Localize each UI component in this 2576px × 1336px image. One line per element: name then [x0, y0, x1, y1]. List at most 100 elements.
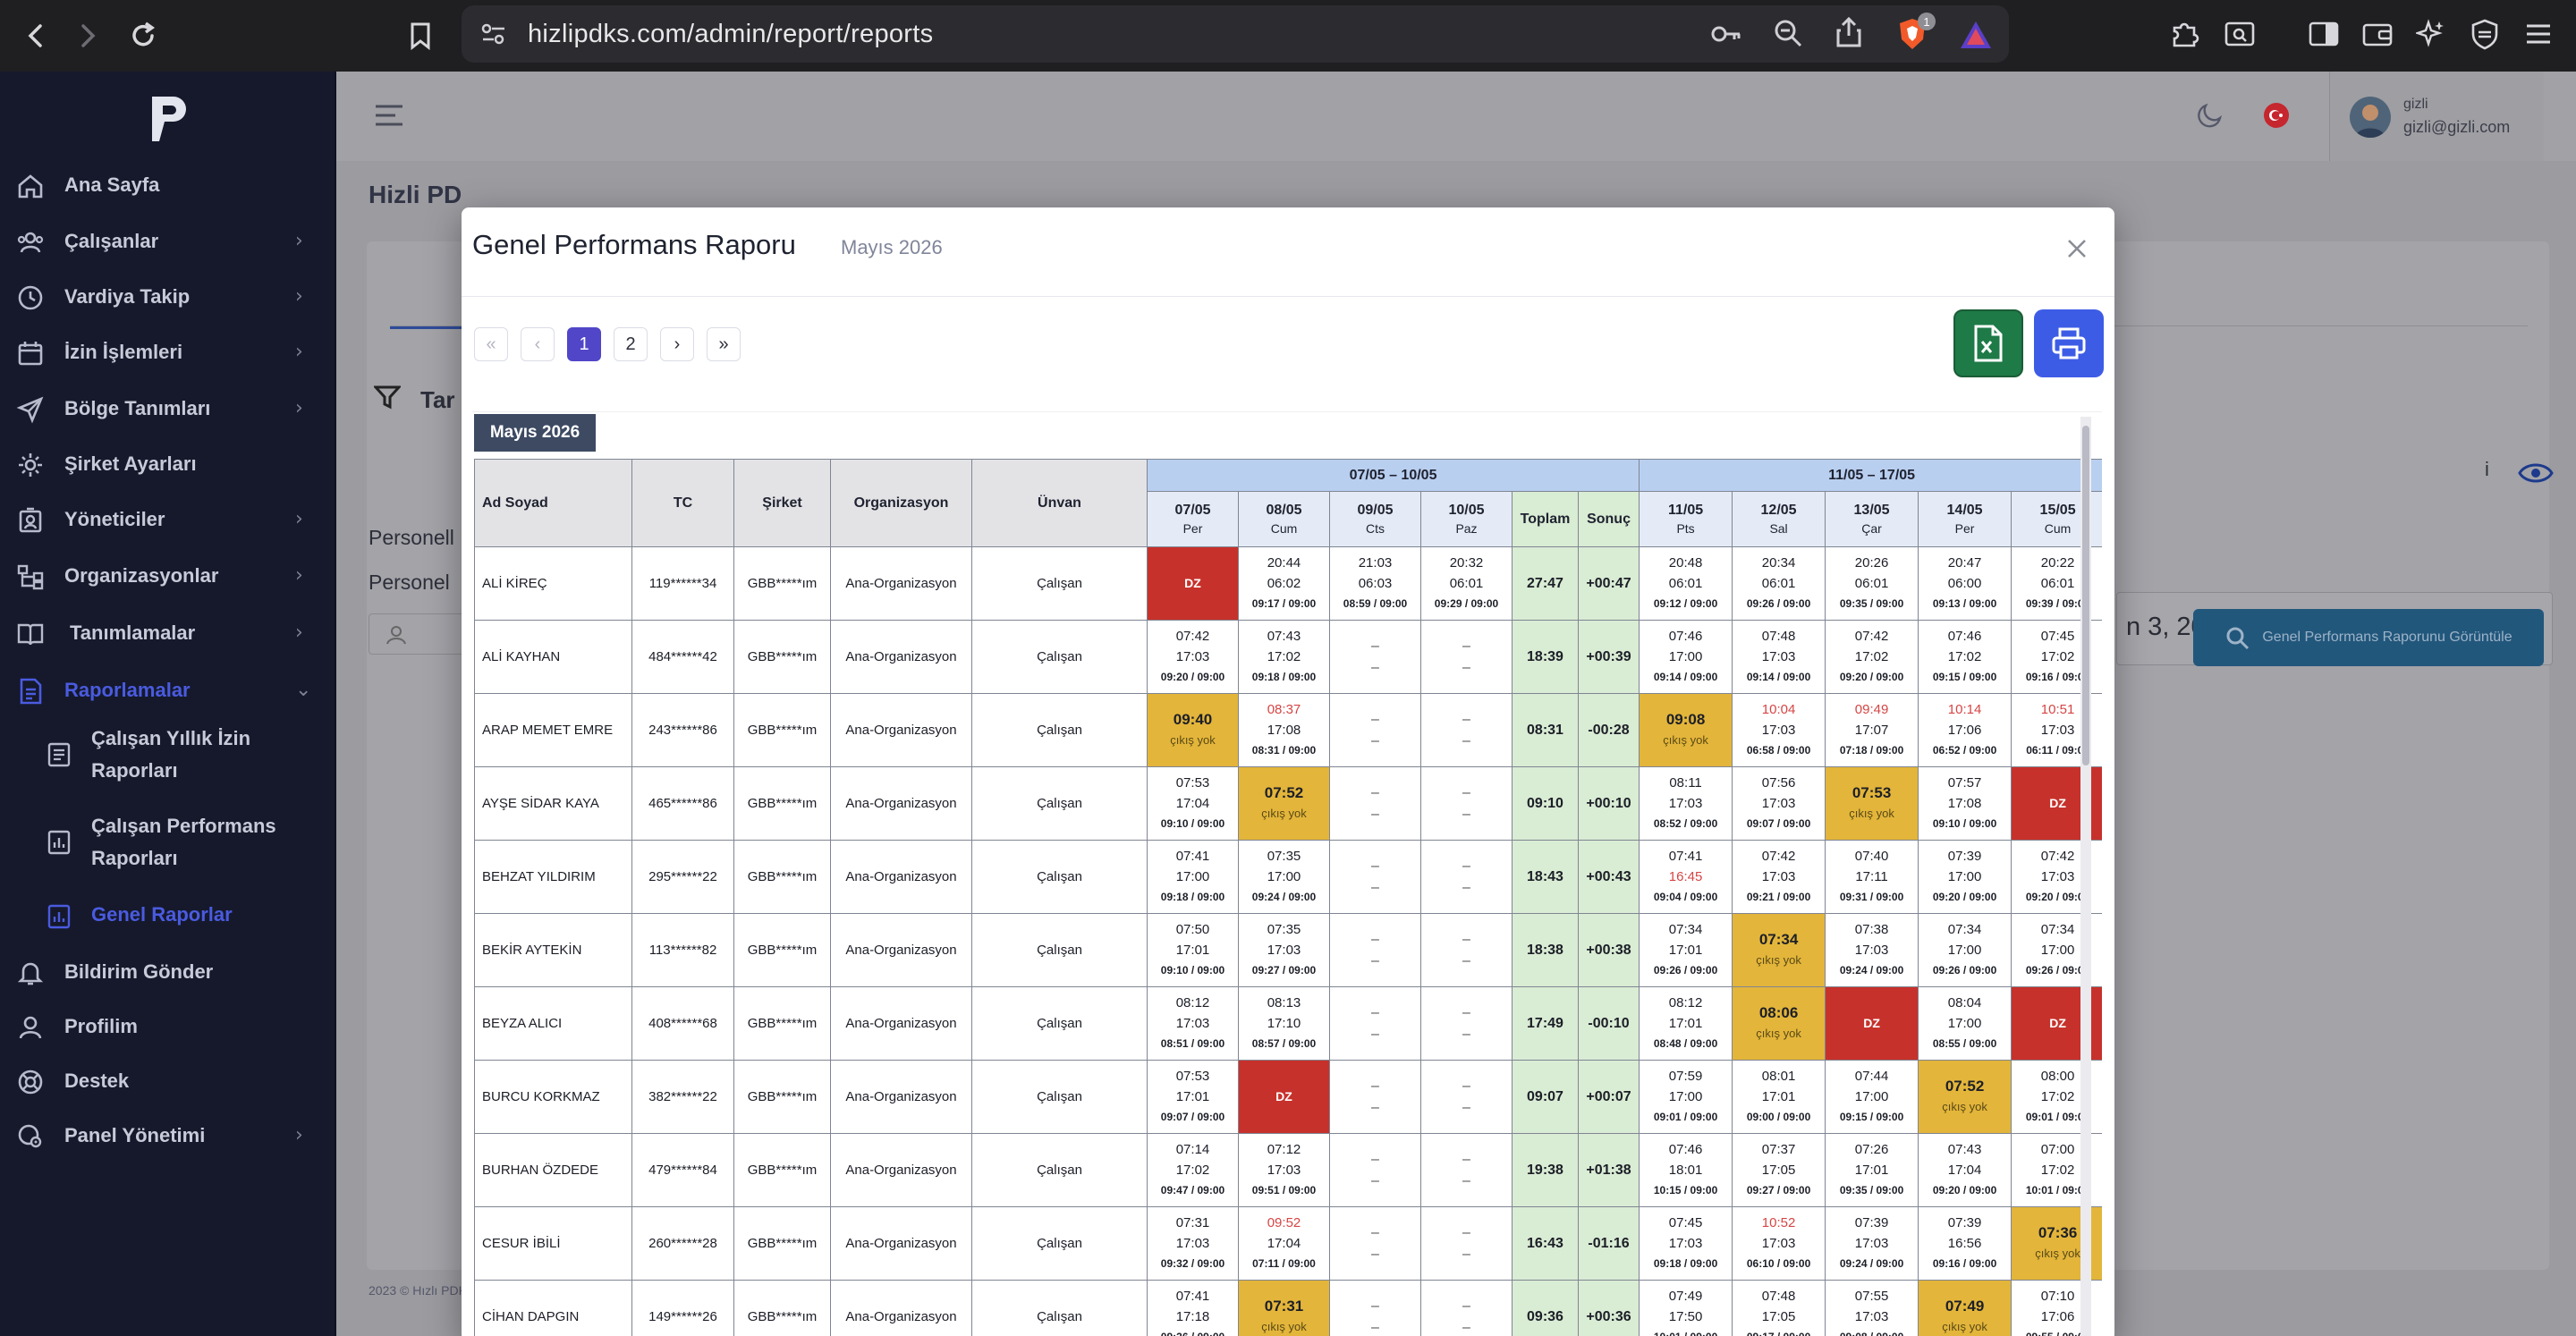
sidebar-item-6[interactable]: Şirket Ayarları [0, 442, 335, 486]
sidebar-item-8[interactable]: Organizasyonlar › [0, 554, 335, 598]
table-row[interactable]: BEHZAT YILDIRIM 295******22 GBB*****ım Ana-… [474, 840, 2102, 914]
day-header: 13/05 Çar [1825, 491, 1919, 547]
page-1-button[interactable]: 1 [567, 327, 601, 361]
next-page-button[interactable]: › [660, 327, 694, 361]
wallet-icon[interactable] [2358, 14, 2397, 54]
table-row[interactable]: AYŞE SİDAR KAYA 465******86 GBB*****ım Ana-… [474, 766, 2102, 841]
sidebar-item-3[interactable]: Vardiya Takip › [0, 275, 335, 319]
forward-icon[interactable] [68, 16, 107, 55]
sidebar-subitem-3[interactable]: Genel Raporlar [0, 899, 335, 934]
page-2-button[interactable]: 2 [614, 327, 648, 361]
first-page-button[interactable]: « [474, 327, 508, 361]
sidebar-item-7[interactable]: Yöneticiler › [0, 497, 335, 542]
sidebar-subitem-2[interactable]: Çalışan Performans Raporları [0, 810, 335, 878]
sidebar-item-11[interactable]: Bildirim Gönder [0, 950, 335, 994]
performance-table: Ad Soyad TC Şirket Organizasyon Ünvan 07… [474, 459, 2102, 1336]
export-excel-button[interactable] [1953, 309, 2023, 377]
sidebar-item-1[interactable]: Ana Sayfa [0, 163, 335, 207]
eye-icon[interactable] [2517, 460, 2555, 486]
attendance-cell: 07:37 17:05 09:27 / 09:00 [1732, 1133, 1826, 1207]
table-row[interactable]: ALİ KİREÇ 119******34 GBB*****ım Ana-Organi… [474, 546, 2102, 621]
sidebar-item-12[interactable]: Profilim [0, 1004, 335, 1049]
col-total[interactable]: Toplam [1512, 491, 1579, 547]
extensions-icon[interactable] [2165, 14, 2204, 54]
user-menu[interactable]: gizli gizli@gizli.com [2329, 72, 2544, 161]
excel-file-icon [1974, 325, 2003, 362]
search-icon [2226, 627, 2250, 650]
sidebar-item-9[interactable]: Tanımlamalar › [0, 611, 335, 655]
search-tabs-icon[interactable] [2220, 14, 2259, 54]
attendance-cell: 07:14 17:02 09:47 / 09:00 [1147, 1133, 1239, 1207]
employee-tc: 479******84 [631, 1133, 734, 1207]
col-title[interactable]: Ünvan [971, 459, 1148, 547]
print-button[interactable] [2034, 309, 2104, 377]
brand-logo-icon[interactable] [147, 91, 190, 145]
sidebar-item-5[interactable]: Bölge Tanımları › [0, 386, 335, 431]
sidebar-item-4[interactable]: İzin İşlemleri › [0, 330, 335, 375]
key-icon[interactable] [1710, 20, 1742, 48]
table-row[interactable]: BEKİR AYTEKİN 113******82 GBB*****ım Ana-Or… [474, 913, 2102, 987]
prev-page-button[interactable]: ‹ [521, 327, 555, 361]
col-org[interactable]: Organizasyon [830, 459, 972, 547]
dark-mode-moon-icon[interactable] [2197, 102, 2224, 129]
col-result[interactable]: Sonuç [1577, 491, 1640, 547]
table-row[interactable]: CİHAN DAPGIN 149******26 GBB*****ım Ana-Org… [474, 1280, 2102, 1336]
sidebar-toggle-icon[interactable] [2304, 14, 2343, 54]
sidebar-item-13[interactable]: Destek [0, 1059, 335, 1103]
sidebar-item-label: Profilim [64, 1015, 138, 1037]
table-row[interactable]: CESUR İBİLİ 260******28 GBB*****ım Ana-Orga… [474, 1206, 2102, 1281]
col-company[interactable]: Şirket [733, 459, 831, 547]
chevron-right-icon: › [295, 508, 303, 530]
sidebar-item-2[interactable]: Çalışanlar › [0, 219, 335, 264]
site-settings-icon[interactable] [479, 21, 508, 47]
table-row[interactable]: BURHAN ÖZDEDE 479******84 GBB*****ım Ana-Or… [474, 1133, 2102, 1207]
table-row[interactable]: BEYZA ALICI 408******68 GBB*****ım Ana-Orga… [474, 986, 2102, 1061]
report-scroll-area[interactable]: Mayıs 2026 Ad Soyad TC Şirket Organizasy… [472, 411, 2102, 1336]
zoom-icon[interactable] [1773, 18, 1803, 48]
turkish-flag-icon[interactable] [2263, 102, 2290, 129]
employee-org: Ana-Organizasyon [830, 1133, 972, 1207]
address-bar[interactable]: hizlipdks.com/admin/report/reports 1 [462, 5, 2009, 63]
attendance-cell: 08:13 17:10 08:57 / 09:00 [1238, 986, 1330, 1061]
employee-name: BEKİR AYTEKİN [474, 913, 632, 987]
attendance-cell: 07:39 17:03 09:24 / 09:00 [1825, 1206, 1919, 1281]
sidebar-subitem-1[interactable]: Çalışan Yıllık İzin Raporları [0, 723, 335, 791]
filter-icon[interactable] [374, 385, 401, 410]
sidebar-item-10[interactable]: Raporlamalar ⌄ [0, 668, 335, 713]
scrollbar-thumb[interactable] [2082, 426, 2089, 765]
col-name[interactable]: Ad Soyad [474, 459, 632, 547]
close-icon[interactable] [2063, 234, 2091, 263]
sidebar-item-14[interactable]: Panel Yönetimi › [0, 1113, 335, 1158]
employee-company: GBB*****ım [733, 1206, 831, 1281]
rewards-triangle-icon[interactable] [1959, 20, 1993, 50]
table-row[interactable]: ALİ KAYHAN 484******42 GBB*****ım Ana-Organ… [474, 620, 2102, 694]
table-row[interactable]: ARAP MEMET EMRE 243******86 GBB*****ım Ana-… [474, 693, 2102, 767]
sidebar-item-label: Bildirim Gönder [64, 960, 214, 983]
week-2-header: 11/05 – 17/05 [1639, 459, 2102, 492]
table-row[interactable]: BURCU KORKMAZ 382******22 GBB*****ım Ana-Or… [474, 1060, 2102, 1134]
last-page-button[interactable]: » [707, 327, 741, 361]
employee-org: Ana-Organizasyon [830, 840, 972, 914]
menu-icon[interactable] [2519, 14, 2558, 54]
attendance-cell: 07:48 17:03 09:14 / 09:00 [1732, 620, 1826, 694]
view-report-button[interactable]: Genel Performans Raporunu Görüntüle [2193, 609, 2544, 666]
url-text: hizlipdks.com/admin/report/reports [528, 20, 934, 48]
attendance-cell: 07:53 17:01 09:07 / 09:00 [1147, 1060, 1239, 1134]
share-icon[interactable] [1835, 16, 1862, 48]
bookmark-icon[interactable] [401, 16, 440, 55]
brave-shield-icon[interactable]: 1 [1896, 13, 1936, 52]
vpn-shield-icon[interactable] [2465, 14, 2504, 54]
leo-ai-icon[interactable] [2411, 14, 2451, 54]
date-label-fragment: i [2485, 458, 2489, 480]
attendance-cell: 20:48 06:01 09:12 / 09:00 [1639, 546, 1733, 621]
back-icon[interactable] [16, 16, 55, 55]
attendance-cell: 21:03 06:03 08:59 / 09:00 [1329, 546, 1421, 621]
col-tc[interactable]: TC [631, 459, 734, 547]
total-hours: 27:47 [1512, 546, 1579, 621]
personel-select[interactable] [369, 613, 467, 655]
employee-title: Çalışan [971, 1206, 1148, 1281]
hamburger-icon[interactable] [374, 104, 404, 127]
reload-icon[interactable] [123, 16, 163, 55]
attendance-cell: 07:43 17:04 09:20 / 09:00 [1918, 1133, 2012, 1207]
